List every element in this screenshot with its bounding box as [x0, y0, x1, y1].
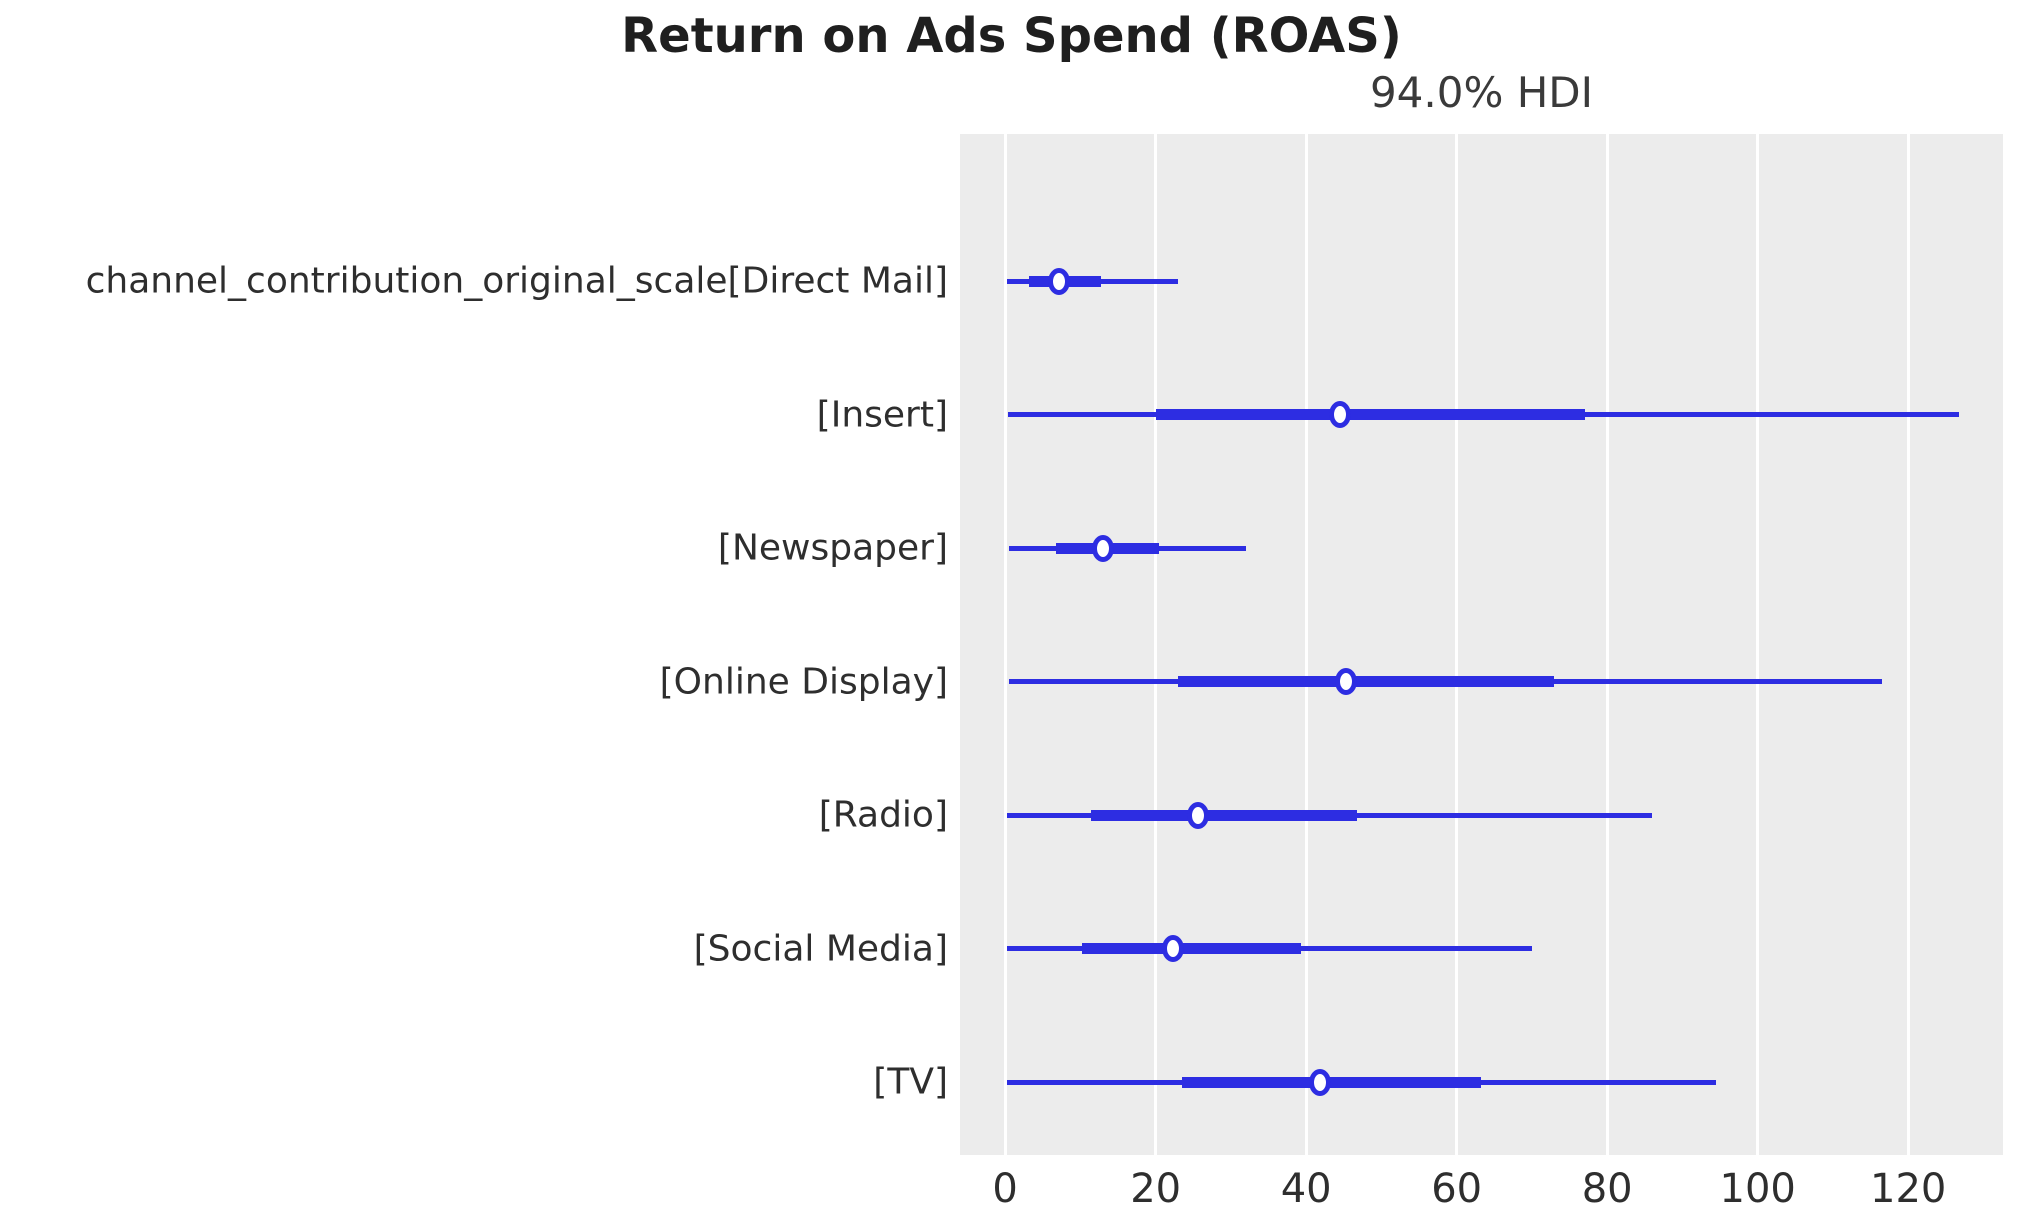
row-label: [Newspaper]	[717, 527, 948, 569]
point-marker	[1308, 1068, 1331, 1096]
x-tick-label: 120	[1869, 1166, 1947, 1212]
plot-area	[960, 134, 2003, 1155]
x-tick-label: 40	[1280, 1166, 1332, 1212]
hdi-thick-line	[1178, 676, 1555, 687]
point-marker	[1048, 267, 1071, 295]
point-marker	[1335, 668, 1358, 695]
row-label: [TV]	[873, 1061, 948, 1103]
hdi-thick-line	[1081, 943, 1301, 954]
grid-line	[1605, 134, 1609, 1155]
row-label: channel_contribution_original_scale[Dire…	[85, 260, 948, 302]
x-tick-label: 80	[1581, 1166, 1633, 1212]
point-marker	[1329, 401, 1352, 428]
hdi-thick-line	[1155, 409, 1585, 420]
hdi-thick-line	[1090, 809, 1358, 821]
x-tick-label: 60	[1431, 1166, 1483, 1212]
x-tick-label: 20	[1130, 1166, 1182, 1212]
grid-line	[1756, 134, 1760, 1155]
grid-line	[1154, 134, 1158, 1155]
grid-line	[1304, 134, 1308, 1155]
row-label: [Social Media]	[693, 928, 948, 969]
hdi-subtitle: 94.0% HDI	[1369, 68, 1594, 117]
chart-title: Return on Ads Spend (ROAS)	[621, 8, 1402, 64]
point-marker	[1186, 801, 1209, 829]
grid-line	[1003, 134, 1007, 1155]
hdi-thick-line	[1181, 1076, 1481, 1088]
row-label: [Online Display]	[659, 661, 948, 702]
grid-line	[1906, 134, 1910, 1155]
x-tick-label: 0	[992, 1166, 1018, 1212]
point-marker	[1161, 935, 1184, 962]
x-tick-label: 100	[1719, 1166, 1796, 1212]
row-label: [Radio]	[818, 794, 948, 836]
row-label: [Insert]	[816, 394, 948, 435]
grid-line	[1455, 134, 1459, 1155]
point-marker	[1091, 534, 1114, 562]
